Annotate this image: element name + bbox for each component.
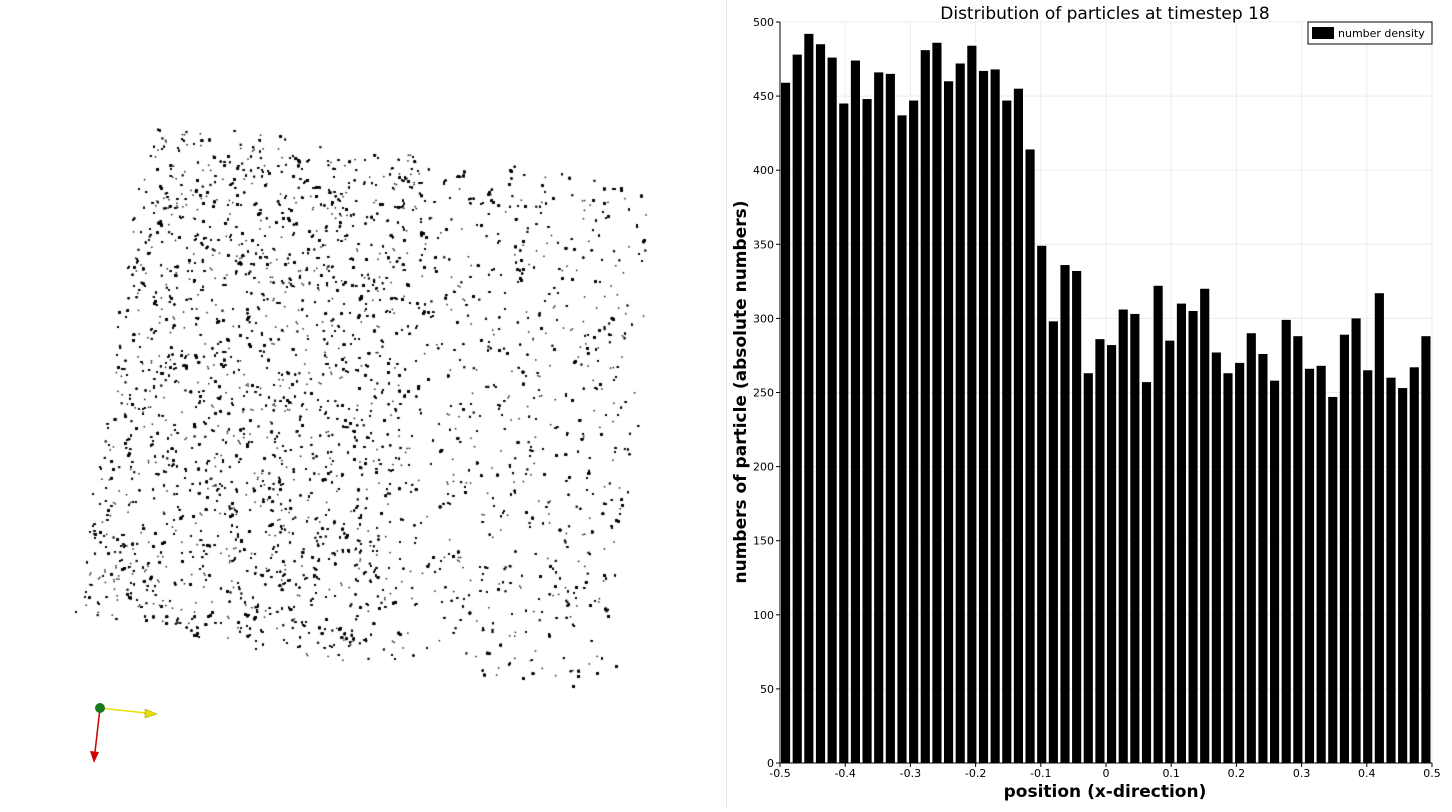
x-tick-label: -0.4 xyxy=(834,767,855,780)
histogram-bar xyxy=(1130,313,1140,763)
histogram-bar xyxy=(1188,310,1198,763)
histogram-bar xyxy=(932,42,942,764)
histogram-bar xyxy=(955,63,965,764)
x-tick-label: 0.4 xyxy=(1358,767,1376,780)
histogram-bar xyxy=(1235,362,1245,763)
histogram-bar xyxy=(874,72,884,763)
bars xyxy=(781,33,1431,764)
histogram-bar xyxy=(1107,345,1117,763)
histogram-bar xyxy=(1165,340,1175,763)
x-tick-label: 0.3 xyxy=(1293,767,1311,780)
histogram-bar xyxy=(990,69,1000,763)
x-tick-label: -0.3 xyxy=(900,767,921,780)
particle-3d-view[interactable] xyxy=(0,0,726,808)
x-axis-arrow xyxy=(99,707,147,714)
x-tick-label: 0.1 xyxy=(1162,767,1180,780)
histogram-bar xyxy=(1176,303,1186,763)
y-tick-label: 50 xyxy=(760,683,774,696)
y-tick-label: 150 xyxy=(753,535,774,548)
histogram-bar xyxy=(1200,288,1210,763)
y-axis-arrowhead xyxy=(90,751,99,763)
x-tick-label: -0.2 xyxy=(965,767,986,780)
y-tick-label: 0 xyxy=(767,757,774,770)
y-tick-label: 100 xyxy=(753,609,774,622)
histogram-bar xyxy=(1153,285,1163,763)
histogram-bar xyxy=(815,44,826,764)
histogram-bar xyxy=(1421,336,1431,763)
y-tick-label: 400 xyxy=(753,164,774,177)
y-tick-label: 300 xyxy=(753,312,774,325)
histogram-bar xyxy=(1363,370,1373,763)
x-tick-label: 0.2 xyxy=(1228,767,1246,780)
y-tick-label: 450 xyxy=(753,90,774,103)
histogram-bar xyxy=(897,115,907,764)
histogram-bar xyxy=(978,70,989,763)
histogram-bar xyxy=(1258,353,1268,763)
tick-labels: -0.5 -0.4 -0.3 -0.2 -0.1 0 0.1 0.2 0.3 0.4 0.5 0 50 1… xyxy=(753,16,1441,780)
legend-box xyxy=(1307,21,1433,45)
histogram-bar xyxy=(1095,339,1105,763)
y-tick-label: 500 xyxy=(753,16,774,29)
particle-point-cloud xyxy=(0,0,726,808)
y-axis-arrow xyxy=(94,707,101,753)
y-tick-label: 250 xyxy=(753,387,774,400)
histogram-bar xyxy=(1409,367,1419,763)
histogram-bar xyxy=(1025,149,1035,763)
histogram-bar xyxy=(1281,319,1291,763)
histogram-bar xyxy=(1293,336,1303,763)
x-axis-label: position (x-direction) xyxy=(1004,782,1207,802)
histogram-bar xyxy=(1083,373,1093,763)
histogram-bar xyxy=(967,45,977,764)
x-tick-label: -0.5 xyxy=(769,767,790,780)
histogram-bar xyxy=(792,54,802,763)
histogram-bar xyxy=(1316,365,1326,763)
histogram-bar xyxy=(920,50,930,763)
histogram-bar xyxy=(909,100,919,763)
histogram-bar xyxy=(1398,388,1408,763)
orientation-axes-widget xyxy=(90,703,158,763)
legend[interactable]: number density xyxy=(1307,21,1433,45)
y-axis-label: numbers of particle (absolute numbers) xyxy=(731,201,751,584)
x-axis-arrowhead xyxy=(144,708,158,719)
histogram-bar xyxy=(1013,88,1023,763)
view-divider[interactable] xyxy=(726,0,727,808)
histogram-bar xyxy=(1072,270,1082,763)
x-tick-label: 0 xyxy=(1103,767,1110,780)
y-tick-label: 350 xyxy=(753,238,774,251)
histogram-bar xyxy=(850,60,860,764)
histogram-view[interactable]: -0.5 -0.4 -0.3 -0.2 -0.1 0 0.1 0.2 0.3 0.4 0.5 0 50 1… xyxy=(727,0,1452,808)
histogram-bar xyxy=(1246,333,1256,763)
histogram-bar xyxy=(827,57,837,764)
histogram-bar xyxy=(944,81,954,763)
histogram-bar xyxy=(1339,334,1349,763)
histogram-bar xyxy=(1002,100,1012,763)
histogram-bar xyxy=(1304,368,1315,763)
histogram-bar xyxy=(1223,373,1233,763)
z-axis-marker xyxy=(95,703,105,713)
histogram-bar xyxy=(1118,309,1128,763)
histogram-bar xyxy=(862,99,872,763)
chart-title: Distribution of particles at timestep 18 xyxy=(940,4,1269,24)
histogram-bar xyxy=(1211,352,1221,763)
histogram-bar xyxy=(1351,318,1361,763)
histogram-bar xyxy=(781,82,791,763)
histogram-bar xyxy=(1060,265,1070,763)
histogram-bar xyxy=(1048,321,1058,763)
histogram-bar xyxy=(1270,380,1280,763)
histogram-bar xyxy=(804,33,814,763)
histogram-bar xyxy=(885,73,895,764)
histogram-bar xyxy=(839,103,849,763)
x-tick-label: -0.1 xyxy=(1030,767,1051,780)
histogram-bar xyxy=(1328,396,1338,763)
histogram-bar xyxy=(1374,293,1384,763)
histogram-chart: -0.5 -0.4 -0.3 -0.2 -0.1 0 0.1 0.2 0.3 0.4 0.5 0 50 1… xyxy=(731,4,1441,802)
histogram-bar xyxy=(1386,377,1396,763)
legend-label: number density xyxy=(1338,27,1425,40)
histogram-bar xyxy=(1037,245,1047,764)
y-tick-label: 200 xyxy=(753,461,774,474)
x-tick-label: 0.5 xyxy=(1423,767,1441,780)
histogram-bar xyxy=(1141,382,1152,763)
legend-swatch xyxy=(1312,27,1334,39)
